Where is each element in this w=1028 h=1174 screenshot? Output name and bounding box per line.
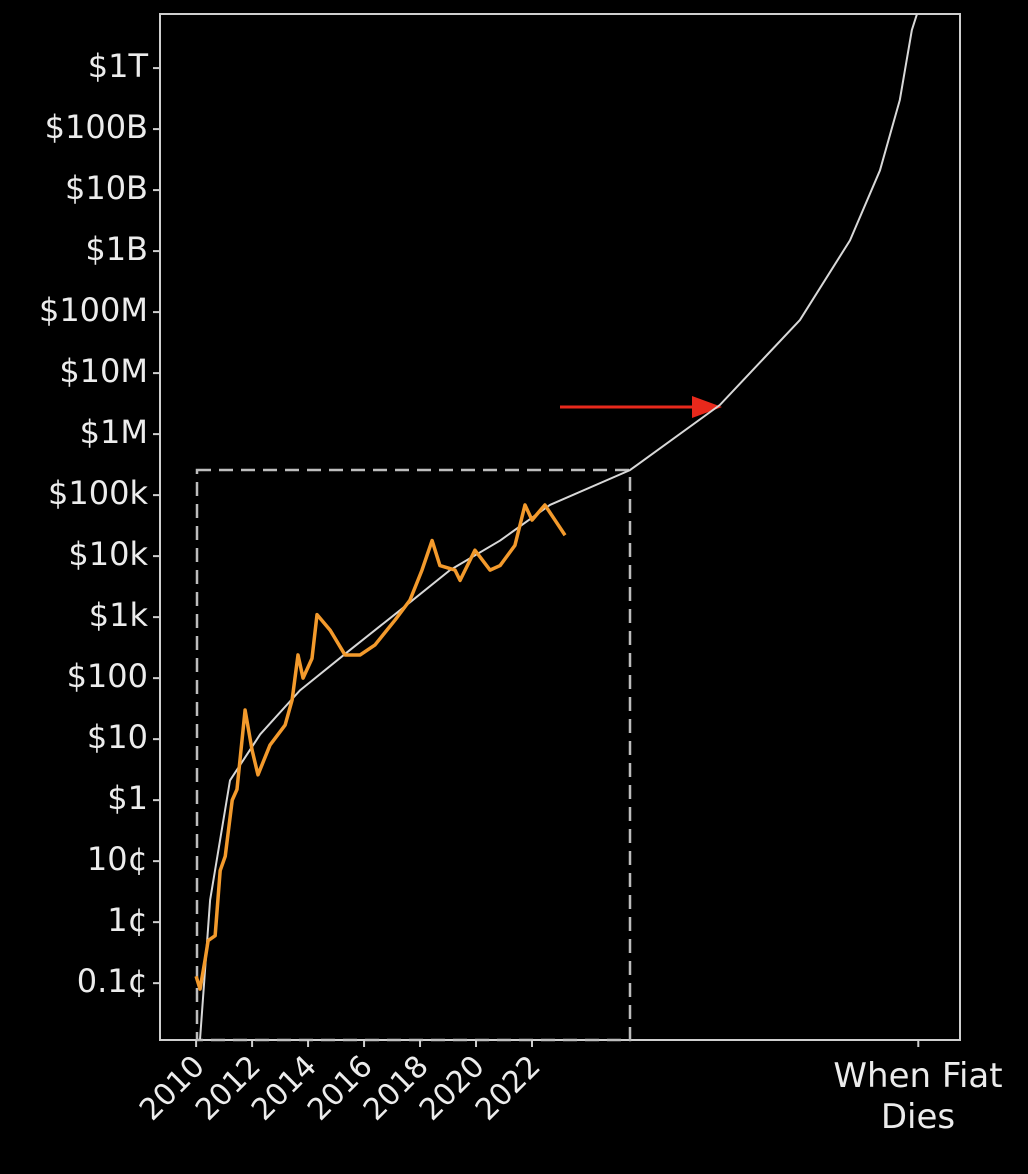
y-tick-label: $1T: [88, 47, 149, 85]
plot-frame: [159, 13, 961, 1041]
series-line: [194, 503, 567, 991]
y-tick-label: $100: [67, 657, 148, 695]
x-tick-label: 2012: [189, 1049, 268, 1128]
y-tick-label: $100M: [39, 291, 148, 329]
y-tick-label: 0.1¢: [77, 962, 148, 1000]
y-tick-label: $1M: [80, 413, 148, 451]
y-tick-label: $1: [107, 779, 148, 817]
x-tick-label: 2020: [413, 1049, 492, 1128]
y-tick-label: 10¢: [87, 840, 148, 878]
x-tick-label: 2022: [469, 1049, 548, 1128]
y-tick-label: $10M: [59, 352, 148, 390]
y-tick-label: $1k: [89, 596, 149, 634]
y-tick-label: $10B: [65, 169, 148, 207]
arrow-head: [692, 396, 722, 418]
x-tick-label: 2010: [133, 1049, 212, 1128]
y-tick-label: $10k: [68, 535, 148, 573]
x-tick-label: 2016: [301, 1049, 380, 1128]
y-tick-label: $100B: [45, 108, 148, 146]
x-tick-label: 2018: [357, 1049, 436, 1128]
y-tick-label: 1¢: [107, 901, 148, 939]
y-tick-label: $100k: [48, 474, 148, 512]
x-tick-label: 2014: [245, 1049, 324, 1128]
series-line: [199, 14, 918, 1040]
highlight-box: [195, 468, 632, 1042]
y-tick-label: $10: [87, 718, 148, 756]
x-tick-label: When Fiat Dies: [833, 1056, 1003, 1137]
y-tick-label: $1B: [85, 230, 148, 268]
series-layer: [194, 14, 918, 1040]
